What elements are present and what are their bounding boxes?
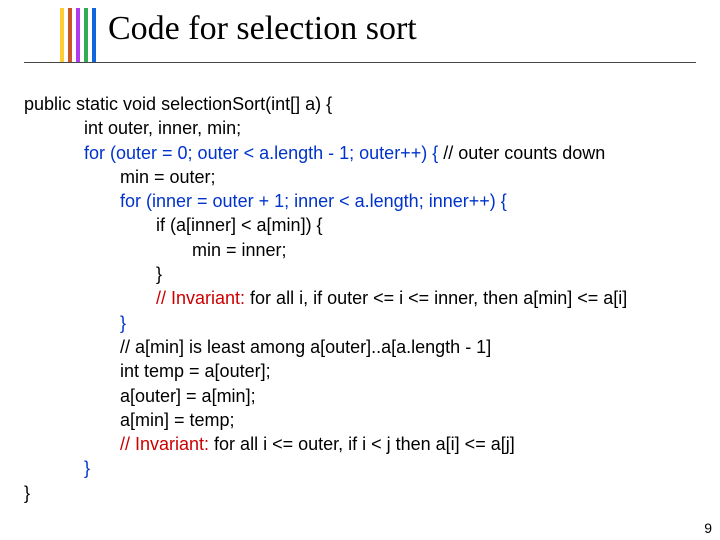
code-block: public static void selectionSort(int[] a… <box>24 92 627 505</box>
slide: Code for selection sort public static vo… <box>0 0 720 540</box>
code-comment: // outer counts down <box>438 143 605 163</box>
code-line: for (inner = outer + 1; inner < a.length… <box>24 189 627 213</box>
accent-bar <box>92 8 96 62</box>
code-line: min = inner; <box>24 238 627 262</box>
code-line: } <box>24 311 627 335</box>
code-line: } <box>24 456 627 480</box>
code-line: // Invariant: for all i <= outer, if i <… <box>24 432 627 456</box>
code-line: if (a[inner] < a[min]) { <box>24 213 627 237</box>
code-line: a[outer] = a[min]; <box>24 384 627 408</box>
code-line: a[min] = temp; <box>24 408 627 432</box>
code-line: // a[min] is least among a[outer]..a[a.l… <box>24 335 627 359</box>
page-number: 9 <box>704 520 712 536</box>
accent-bar <box>60 8 64 62</box>
accent-bar <box>68 8 72 62</box>
code-text: for all i, if outer <= i <= inner, then … <box>245 288 627 308</box>
code-line: min = outer; <box>24 165 627 189</box>
slide-title: Code for selection sort <box>108 10 417 48</box>
code-invariant: // Invariant: <box>120 434 209 454</box>
code-line: int temp = a[outer]; <box>24 359 627 383</box>
title-rule <box>24 62 696 63</box>
code-invariant: // Invariant: <box>156 288 245 308</box>
code-line: public static void selectionSort(int[] a… <box>24 92 627 116</box>
code-line: int outer, inner, min; <box>24 116 627 140</box>
accent-bar <box>84 8 88 62</box>
code-line: for (outer = 0; outer < a.length - 1; ou… <box>24 141 627 165</box>
code-line: } <box>24 262 627 286</box>
accent-bar <box>76 8 80 62</box>
code-line: // Invariant: for all i, if outer <= i <… <box>24 286 627 310</box>
code-text: for all i <= outer, if i < j then a[i] <… <box>209 434 515 454</box>
code-text: for (outer = 0; outer < a.length - 1; ou… <box>84 143 438 163</box>
code-line: } <box>24 481 627 505</box>
